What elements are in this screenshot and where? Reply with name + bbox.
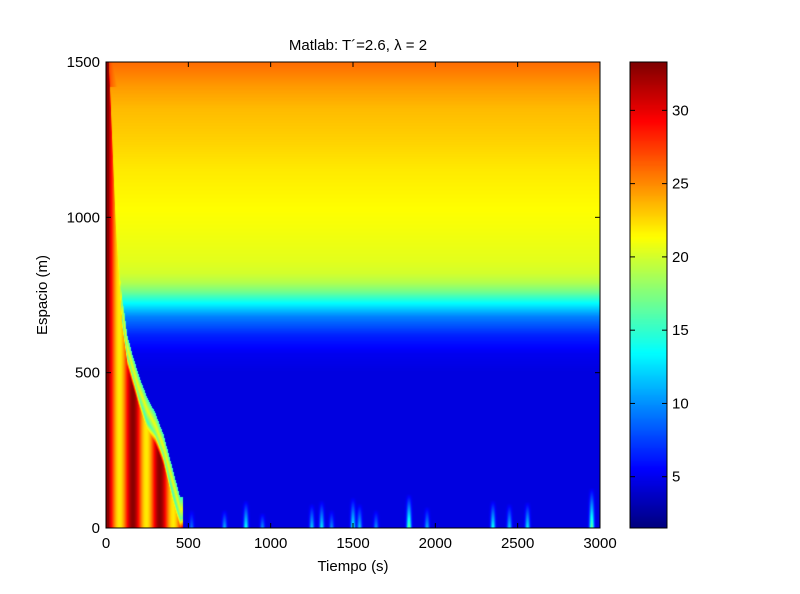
colorbar-tick-label: 5 — [672, 469, 680, 486]
x-tick-label: 1000 — [254, 535, 287, 552]
x-axis: 0 500 1000 1500 2000 2500 3000 — [102, 62, 617, 552]
x-tick-label: 2500 — [501, 535, 534, 552]
colorbar-ticks: 5 10 15 20 25 30 — [630, 102, 689, 486]
x-tick-label: 2000 — [419, 535, 452, 552]
heatmap-image — [106, 62, 600, 528]
colorbar-tick-label: 10 — [672, 395, 689, 412]
colorbar-tick-label: 15 — [672, 322, 689, 339]
colorbar-gradient — [630, 62, 667, 528]
colorbar-tick-label: 30 — [672, 102, 689, 119]
y-tick-label: 0 — [92, 520, 100, 537]
colorbar-frame — [629, 61, 668, 529]
y-axis: 0 500 1000 1500 — [67, 54, 600, 537]
x-tick-label: 0 — [102, 535, 110, 552]
x-tick-label: 500 — [176, 535, 201, 552]
x-axis-label: Tiempo (s) — [317, 558, 388, 575]
y-tick-label: 1000 — [67, 209, 100, 226]
colorbar-tick-label: 25 — [672, 176, 689, 193]
y-tick-label: 500 — [75, 365, 100, 382]
x-tick-label: 3000 — [583, 535, 616, 552]
y-tick-label: 1500 — [67, 54, 100, 71]
colorbar: 5 10 15 20 25 30 — [629, 61, 689, 529]
colorbar-tick-label: 20 — [672, 249, 689, 266]
heatmap-plot-area — [105, 61, 601, 529]
y-axis-label: Espacio (m) — [34, 255, 51, 335]
chart-title: Matlab: T´=2.6, λ = 2 — [289, 37, 427, 54]
x-tick-label: 1500 — [336, 535, 369, 552]
